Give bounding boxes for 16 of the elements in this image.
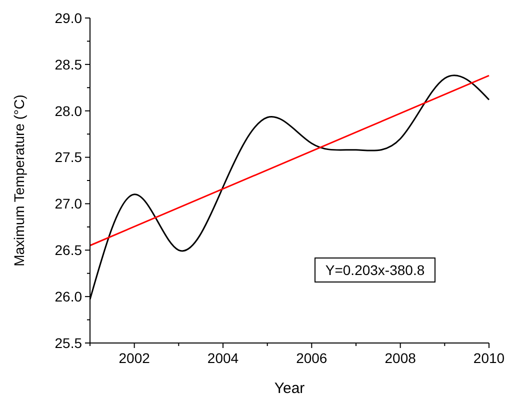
y-tick-label: 25.5	[54, 334, 82, 351]
y-tick-label: 28.0	[54, 102, 82, 119]
x-tick-label: 2008	[384, 350, 416, 366]
y-axis-title: Maximum Temperature (°C)	[11, 94, 27, 266]
x-tick-label: 2004	[207, 350, 239, 366]
x-axis-title: Year	[274, 380, 305, 397]
y-tick-label: 26.0	[54, 288, 82, 304]
x-tick-label: 2002	[118, 350, 150, 366]
annotation: Y=0.203x-380.8	[325, 262, 425, 278]
x-tick-label: 2010	[473, 350, 505, 366]
y-tick-label: 29.0	[54, 10, 82, 26]
y-tick-label: 27.5	[54, 149, 82, 166]
y-tick-label: 28.5	[54, 56, 82, 72]
y-tick-label: 26.5	[54, 242, 82, 258]
y-tick-label: 27.0	[54, 196, 82, 212]
x-tick-label: 2006	[296, 350, 328, 366]
